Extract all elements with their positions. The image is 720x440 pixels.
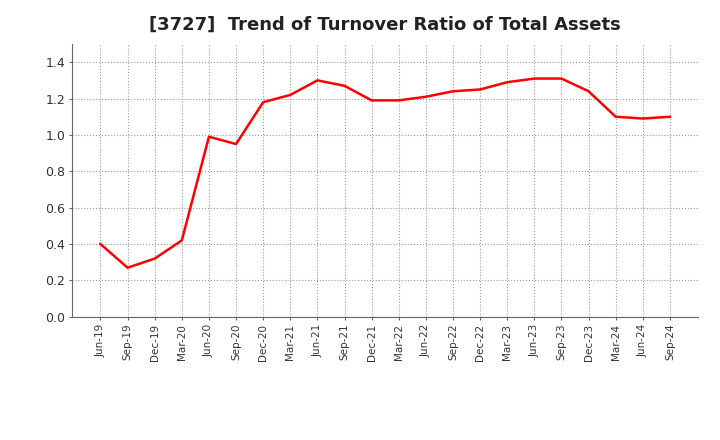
Title: [3727]  Trend of Turnover Ratio of Total Assets: [3727] Trend of Turnover Ratio of Total …: [149, 16, 621, 34]
